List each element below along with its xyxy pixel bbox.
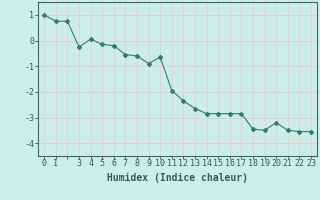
X-axis label: Humidex (Indice chaleur): Humidex (Indice chaleur) bbox=[107, 173, 248, 183]
